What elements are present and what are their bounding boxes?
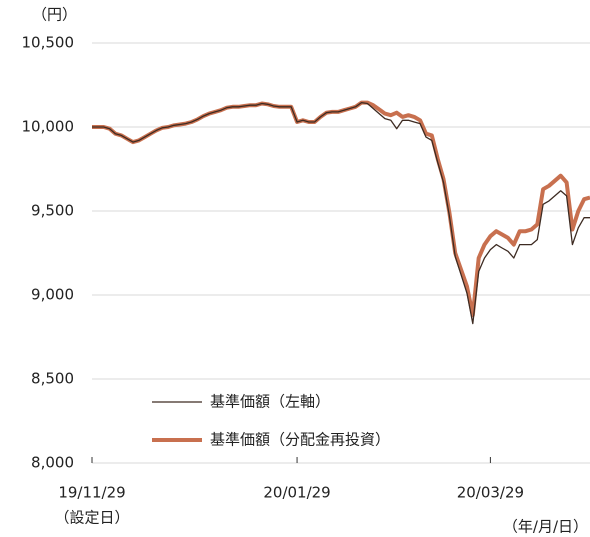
y-tick-label: 10,500 [22, 34, 75, 52]
series-line [92, 101, 590, 325]
legend-label: 基準価額（分配金再投資） [210, 431, 390, 449]
x-axis-label: （年/月/日） [503, 518, 588, 536]
x-tick-label: 20/01/29 [263, 484, 330, 502]
series-line [92, 100, 590, 318]
x-tick-label: 19/11/29 [58, 484, 125, 502]
y-tick-label: 9,500 [31, 202, 74, 220]
y-tick-label: 9,000 [31, 286, 74, 304]
y-axis-label: （円） [32, 6, 77, 24]
y-tick-label: 10,000 [22, 118, 75, 136]
legend-label: 基準価額（左軸） [210, 393, 330, 411]
x-sublabel: （設定日） [54, 509, 129, 527]
x-tick-label: 20/03/29 [457, 484, 524, 502]
y-tick-label: 8,000 [31, 454, 74, 472]
y-tick-label: 8,500 [31, 370, 74, 388]
